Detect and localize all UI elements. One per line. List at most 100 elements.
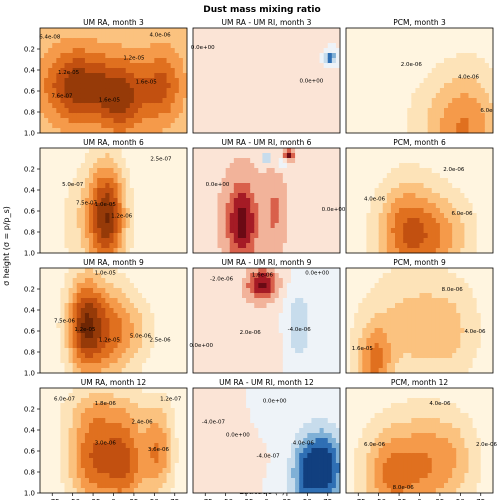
field-cell — [242, 163, 247, 169]
field-cell — [444, 128, 449, 134]
field-cell — [246, 78, 251, 84]
field-cell — [407, 98, 412, 104]
field-cell — [109, 73, 114, 79]
field-cell — [250, 58, 255, 64]
field-cell — [209, 243, 214, 249]
field-cell — [444, 123, 449, 129]
field-cell — [113, 28, 118, 34]
field-cell — [354, 98, 359, 104]
field-cell — [113, 293, 118, 299]
field-cell — [56, 233, 61, 239]
field-cell — [335, 243, 341, 249]
field-cell — [48, 68, 53, 74]
field-cell — [193, 223, 198, 229]
field-cell — [166, 238, 172, 244]
field-cell — [182, 223, 188, 229]
y-tick-label: 0.2 — [24, 46, 35, 54]
field-cell — [237, 83, 243, 89]
field-cell — [142, 48, 147, 54]
field-cell — [109, 203, 114, 209]
field-cell — [233, 58, 239, 64]
field-cell — [117, 103, 123, 109]
field-cell — [476, 163, 482, 169]
field-cell — [170, 208, 176, 214]
field-cell — [358, 203, 363, 209]
field-cell — [448, 78, 453, 84]
field-cell — [129, 203, 135, 209]
field-cell — [174, 78, 180, 84]
field-cell — [378, 148, 384, 154]
field-cell — [419, 113, 424, 119]
field-cell — [48, 108, 53, 114]
field-cell — [456, 128, 461, 134]
field-cell — [72, 48, 78, 54]
field-cell — [93, 348, 98, 354]
field-cell — [291, 33, 296, 39]
field-cell — [60, 278, 65, 284]
field-cell — [286, 183, 292, 189]
contour-label: 0.0e+00 — [206, 182, 230, 188]
field-cell — [72, 173, 78, 179]
field-cell — [213, 123, 218, 129]
field-cell — [48, 173, 53, 179]
field-cell — [476, 223, 482, 229]
field-cell — [423, 203, 429, 209]
field-cell — [386, 43, 392, 49]
field-cell — [125, 153, 131, 159]
field-cell — [386, 193, 392, 199]
field-cell — [64, 88, 69, 94]
field-cell — [472, 118, 478, 124]
field-cell — [423, 148, 429, 154]
field-cell — [121, 153, 127, 159]
field-cell — [162, 193, 167, 199]
field-cell — [395, 213, 400, 219]
field-cell — [484, 128, 490, 134]
field-cell — [154, 78, 159, 84]
field-cell — [366, 83, 371, 89]
field-cell — [170, 213, 176, 219]
field-cell — [233, 73, 239, 79]
field-cell — [40, 68, 45, 74]
field-cell — [484, 218, 490, 224]
field-cell — [282, 243, 288, 249]
field-cell — [315, 98, 320, 104]
field-cell — [250, 238, 255, 244]
field-cell — [154, 53, 159, 59]
field-cell — [299, 178, 304, 184]
field-cell — [370, 228, 375, 234]
field-cell — [262, 158, 267, 164]
field-cell — [44, 248, 49, 254]
field-cell — [242, 173, 247, 179]
field-cell — [109, 323, 114, 329]
field-cell — [93, 48, 98, 54]
field-cell — [439, 208, 445, 214]
field-cell — [182, 163, 188, 169]
field-cell — [423, 193, 429, 199]
field-cell — [101, 233, 106, 239]
field-cell — [315, 163, 320, 169]
field-cell — [97, 293, 102, 299]
field-cell — [105, 148, 110, 154]
field-cell — [76, 83, 82, 89]
field-cell — [93, 283, 98, 289]
field-cell — [217, 148, 222, 154]
field-cell — [307, 98, 312, 104]
field-cell — [93, 88, 98, 94]
field-cell — [178, 153, 184, 159]
field-cell — [274, 158, 280, 164]
field-cell — [331, 158, 337, 164]
field-cell — [129, 38, 135, 44]
field-cell — [266, 58, 271, 64]
field-cell — [150, 43, 155, 49]
field-cell — [303, 168, 308, 174]
field-cell — [60, 213, 65, 219]
field-cell — [174, 218, 180, 224]
field-cell — [146, 218, 151, 224]
field-cell — [89, 193, 94, 199]
field-cell — [278, 33, 284, 39]
field-cell — [60, 193, 65, 199]
field-cell — [452, 208, 457, 214]
field-cell — [225, 208, 231, 214]
field-cell — [291, 148, 296, 154]
field-cell — [197, 38, 202, 44]
